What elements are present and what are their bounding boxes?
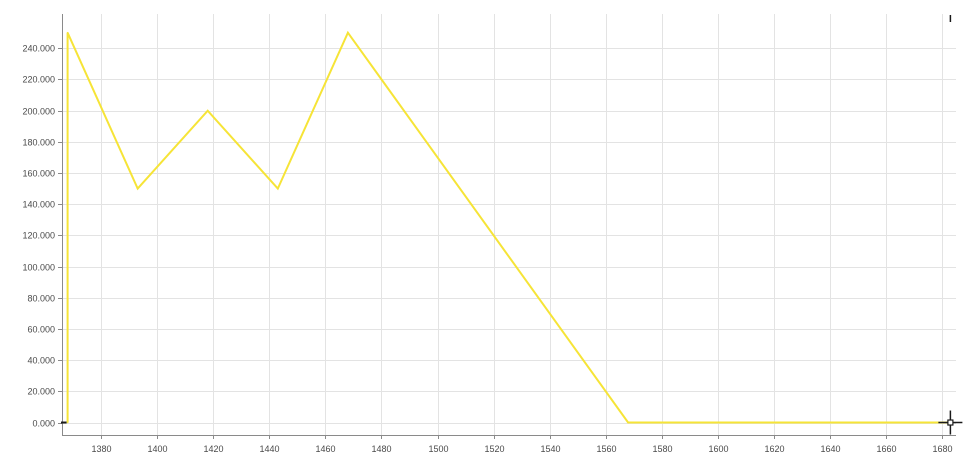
- x-tick-label: 1580: [652, 444, 672, 454]
- x-tick-label: 1600: [708, 444, 728, 454]
- y-tick-label: 20.000: [27, 387, 55, 397]
- axis-layer: [62, 14, 956, 436]
- y-tick-label: 200.000: [22, 107, 55, 117]
- y-axis-ticks: 0.000 20.000 40.000 60.000 80.000 100.000 120.…: [22, 44, 62, 429]
- y-tick-label: 160.000: [22, 169, 55, 179]
- x-tick-label: 1560: [596, 444, 616, 454]
- y-tick-label: 220.000: [22, 75, 55, 85]
- series-layer: [61, 30, 952, 424]
- data-point: [277, 187, 279, 190]
- x-tick-label: 1620: [764, 444, 784, 454]
- crosshair-cursor-icon[interactable]: [938, 15, 963, 435]
- y-tick-label: 140.000: [22, 200, 55, 210]
- x-tick-label: 1540: [540, 444, 560, 454]
- x-tick-label: 1660: [876, 444, 896, 454]
- y-tick-label: 240.000: [22, 44, 55, 54]
- x-tick-label: 1420: [203, 444, 223, 454]
- x-tick-label: 1500: [428, 444, 448, 454]
- crosshair-box[interactable]: [947, 419, 954, 426]
- y-tick-label: 100.000: [22, 263, 55, 273]
- y-tick-label: 180.000: [22, 138, 55, 148]
- series-line: [66, 30, 951, 424]
- y-tick-label: 80.000: [27, 294, 55, 304]
- y-tick-label: 40.000: [27, 356, 55, 366]
- x-tick-label: 1400: [147, 444, 167, 454]
- y-tick-label: 120.000: [22, 231, 55, 241]
- x-tick-label: 1680: [932, 444, 952, 454]
- y-tick-label: 60.000: [27, 325, 55, 335]
- data-point: [347, 31, 349, 34]
- data-point: [627, 421, 629, 424]
- x-tick-label: 1440: [259, 444, 279, 454]
- data-point: [136, 187, 139, 190]
- data-point: [66, 421, 69, 424]
- data-point: [206, 109, 209, 112]
- x-axis-ticks: 1380 1400 1420 1440 1460 1480 1500 1520 1540 1560…: [91, 435, 953, 454]
- x-tick-label: 1520: [484, 444, 504, 454]
- x-tick-label: 1380: [91, 444, 111, 454]
- x-tick-label: 1640: [820, 444, 840, 454]
- grid-layer: [62, 14, 956, 435]
- x-tick-label: 1460: [315, 444, 335, 454]
- y-tick-label: 0.000: [32, 419, 55, 429]
- data-point: [66, 31, 69, 34]
- x-tick-label: 1480: [371, 444, 391, 454]
